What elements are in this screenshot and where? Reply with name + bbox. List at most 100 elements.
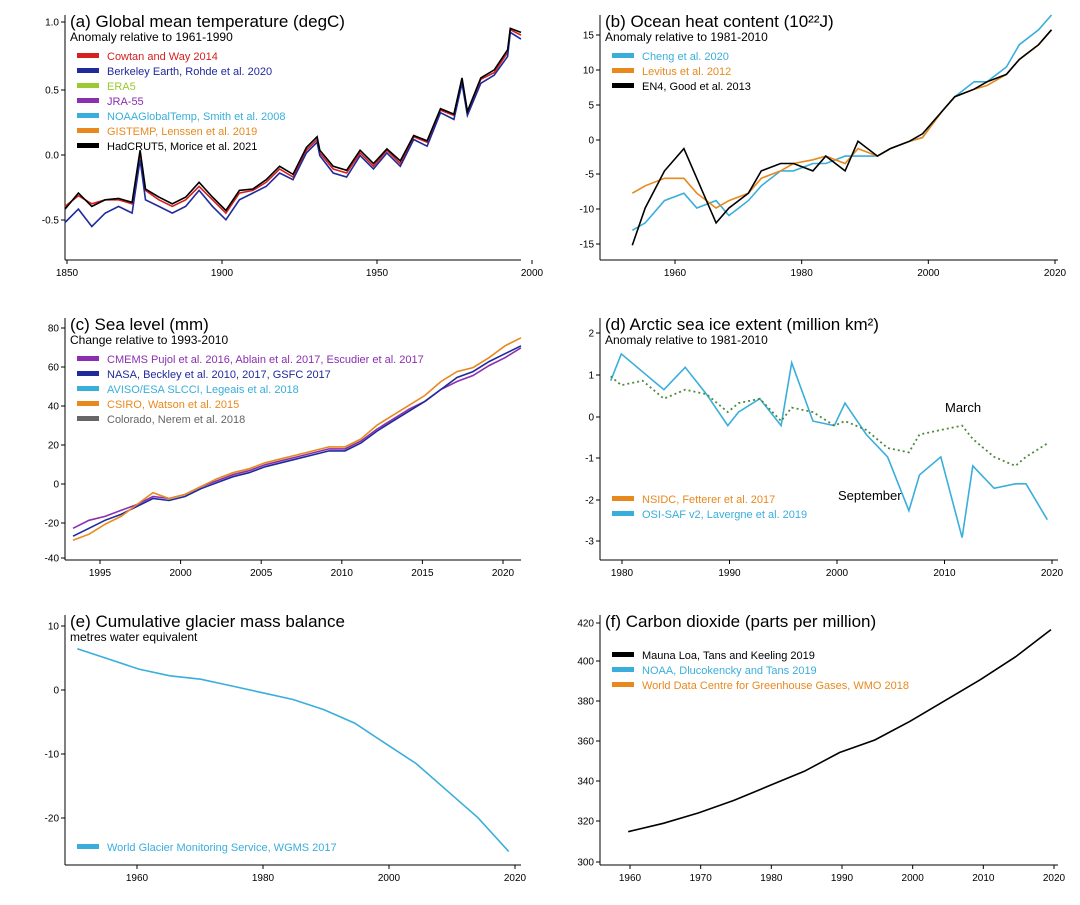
panel-f: 420 400 380 360 340 320 300 1960 1970 1980 1990 200… (577, 612, 1065, 884)
panel-title: (f) Carbon dioxide (parts per million) (605, 612, 876, 631)
x-tick-label: 1995 (89, 568, 112, 579)
panel-a: 1.0 0.5 0.0 -0.5 1850 1900 1950 2000 (a) Global … (42, 12, 544, 279)
y-tick-label: 80 (48, 324, 60, 335)
y-tick-label: -15 (580, 240, 595, 251)
panel-title: (d) Arctic sea ice extent (million km²) (605, 315, 879, 334)
x-tick-label: 1980 (252, 873, 275, 884)
x-tick-label: 2020 (504, 873, 527, 884)
legend-swatch (77, 143, 99, 148)
legend-swatch (77, 128, 99, 133)
x-tick-label: 1960 (126, 873, 149, 884)
series-line (610, 375, 1048, 467)
y-tick-label: 5 (588, 101, 594, 112)
y-tick-label: -10 (45, 750, 60, 761)
x-tick-label: 1970 (690, 873, 713, 884)
series-group-1 (64, 27, 522, 228)
x-tick-label: 1960 (664, 268, 687, 279)
x-tick-label: 2020 (492, 568, 515, 579)
y-tick-label: 0.5 (45, 86, 59, 97)
legend-swatch (612, 496, 634, 501)
legend-swatch (77, 386, 99, 391)
series-line (631, 14, 1053, 231)
x-tick-label: 1990 (831, 873, 854, 884)
y-tick-label: 300 (577, 858, 594, 869)
y-tick-label: -3 (585, 537, 594, 548)
series-line (64, 31, 522, 228)
legend-swatch (612, 53, 634, 58)
y-tick-label: 320 (577, 817, 594, 828)
series-line (631, 29, 1053, 209)
legend-swatch (612, 652, 634, 657)
panel-title: (e) Cumulative glacier mass balance (70, 612, 345, 631)
series-group-6 (628, 628, 1052, 833)
y-tick-label: 10 (48, 622, 60, 633)
legend-swatch (77, 53, 99, 58)
panel-title: (b) Ocean heat content (10²²J) (605, 12, 834, 31)
legend-label: NOAA, Dlucokencky and Tans 2019 (642, 665, 817, 677)
series-group-4 (609, 352, 1048, 538)
y-tick-label: -20 (45, 814, 60, 825)
legend-swatch (77, 68, 99, 73)
y-tick-label: 20 (48, 441, 60, 452)
legend-swatch (77, 416, 99, 421)
x-tick-label: 2000 (521, 268, 544, 279)
legend-label: OSI-SAF v2, Lavergne et al. 2019 (642, 509, 807, 521)
annotation-september: September (838, 488, 902, 503)
legend-label: Colorado, Nerem et al. 2018 (107, 414, 245, 426)
y-tick-label: 10 (583, 66, 595, 77)
x-tick-label: 1990 (718, 568, 741, 579)
x-tick-label: 1960 (619, 873, 642, 884)
series-group-2 (631, 14, 1053, 246)
legend-swatch (612, 83, 634, 88)
y-tick-label: 380 (577, 697, 594, 708)
legend-swatch (612, 667, 634, 672)
x-tick-label: 2010 (933, 568, 956, 579)
panel-b: 15 10 5 0 -5 -10 -15 1960 1980 2000 2020 (b) Ocean … (580, 12, 1067, 279)
legend-swatch (612, 68, 634, 73)
annotation-march: March (945, 400, 981, 415)
y-tick-label: 0 (588, 136, 594, 147)
legend-label: GISTEMP, Lenssen et al. 2019 (107, 126, 257, 138)
panel-subtitle: metres water equivalent (70, 630, 198, 644)
y-tick-label: 0 (588, 413, 594, 424)
series-line (609, 352, 1048, 538)
panel-subtitle: Anomaly relative to 1981-2010 (605, 333, 768, 347)
x-tick-label: 2000 (826, 568, 849, 579)
legend-label: NOAAGlobalTemp, Smith et al. 2008 (107, 111, 286, 123)
series-line (628, 628, 1052, 833)
legend-label: EN4, Good et al. 2013 (642, 81, 751, 93)
series-line (72, 337, 522, 541)
legend-swatch (612, 511, 634, 516)
legend-label: Berkeley Earth, Rohde et al. 2020 (107, 66, 272, 78)
panel-title: (a) Global mean temperature (degC) (70, 12, 345, 31)
y-tick-label: -5 (585, 170, 594, 181)
legend-label: ERA5 (107, 81, 136, 93)
y-tick-label: 420 (577, 619, 594, 630)
y-tick-label: 15 (583, 31, 595, 42)
y-tick-label: -40 (45, 554, 60, 565)
legend-label: NSIDC, Fetterer et al. 2017 (642, 494, 775, 506)
y-tick-label: 40 (48, 402, 60, 413)
legend-swatch (77, 844, 99, 849)
x-tick-label: 1980 (611, 568, 634, 579)
y-tick-label: -2 (585, 496, 594, 507)
panel-d: 2 1 0 -1 -2 -3 1980 1990 2000 2010 2020 (d) Arctic … (585, 315, 1063, 579)
y-tick-label: 1.0 (45, 18, 59, 29)
y-tick-label: 0 (53, 686, 59, 697)
x-tick-label: 2020 (1041, 568, 1064, 579)
y-tick-label: 0.0 (45, 151, 59, 162)
panel-subtitle: Anomaly relative to 1981-2010 (605, 30, 768, 44)
x-tick-label: 2000 (917, 268, 940, 279)
legend-label: NASA, Beckley et al. 2010, 2017, GSFC 20… (107, 369, 331, 381)
y-tick-label: 0 (53, 480, 59, 491)
x-tick-label: 2000 (378, 873, 401, 884)
panel-c: 80 60 40 20 0 -20 -40 1995 2000 2005 2010 2015 2020 (… (45, 315, 521, 579)
legend-swatch (77, 113, 99, 118)
x-tick-label: 2010 (331, 568, 354, 579)
x-tick-label: 2005 (250, 568, 273, 579)
y-tick-label: 60 (48, 363, 60, 374)
legend-label: World Glacier Monitoring Service, WGMS 2… (107, 842, 337, 854)
x-tick-label: 2020 (1044, 268, 1067, 279)
y-tick-label: -1 (585, 454, 594, 465)
